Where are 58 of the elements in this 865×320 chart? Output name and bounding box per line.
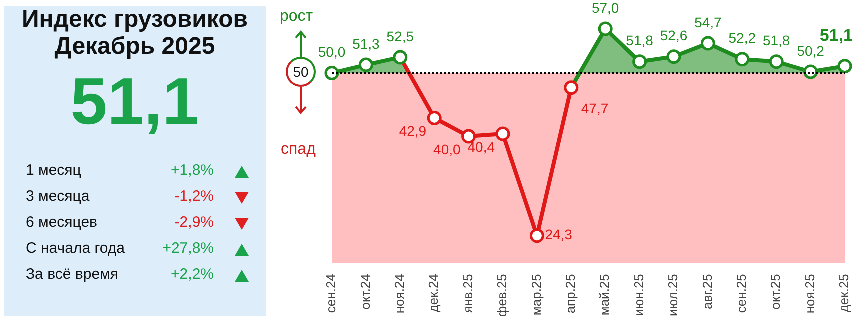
point	[324, 66, 340, 81]
text: -1,2%	[174, 188, 214, 205]
point	[804, 64, 818, 80]
text: +1,8%	[171, 162, 214, 179]
data-label: 42,9	[399, 123, 427, 140]
text: рост	[280, 8, 314, 26]
x-tick-label: фев.25	[494, 274, 510, 317]
x-tick-label: окт.25	[768, 274, 784, 310]
x-tick-label: ноя.25	[802, 274, 818, 314]
data-label: 52,5	[386, 28, 414, 44]
data-label: 54,7	[694, 14, 722, 30]
x-tick-label: апр.25	[562, 274, 578, 314]
point	[598, 22, 613, 36]
x-tick-label: янв.25	[460, 274, 476, 314]
data-label: 51,3	[352, 36, 380, 52]
point	[700, 36, 716, 51]
x-tick-label: май.25	[597, 274, 612, 316]
text: С начала года	[26, 240, 125, 257]
data-label: 51,8	[626, 32, 654, 49]
data-label: 40,0	[434, 141, 462, 158]
data-label: 24,3	[545, 226, 573, 243]
x-tick-label: дек.24	[426, 274, 442, 313]
x-tick-label: июн.25	[631, 274, 646, 316]
data-label: 50,0	[318, 44, 346, 60]
point	[735, 52, 750, 67]
text: Декабрь 2025	[54, 33, 216, 60]
data-label: 51,8	[762, 32, 790, 49]
x-tick-label: сен.24	[324, 274, 339, 314]
point	[769, 54, 784, 70]
text: 3 месяца	[26, 188, 90, 205]
text: 1 месяц	[26, 162, 82, 179]
x-tick-label: июл.25	[666, 274, 681, 316]
point	[838, 59, 852, 74]
data-label: 52,6	[660, 28, 688, 44]
data-label: 50,2	[797, 42, 825, 59]
point	[358, 58, 374, 72]
text: 6 месяцев	[26, 214, 98, 231]
text: -2,9%	[174, 214, 214, 231]
text: За всё время	[26, 266, 118, 283]
data-label: 51,1	[820, 26, 853, 45]
text: Индекс грузовиков	[20, 6, 250, 33]
x-tick-label: мар.25	[528, 274, 544, 316]
point	[632, 54, 648, 70]
text: +27,8%	[162, 240, 214, 257]
x-tick-label: окт.24	[358, 274, 373, 310]
x-tick-label: авг.25	[700, 274, 715, 310]
data-label: 40,4	[468, 138, 496, 155]
data-label: 57,0	[592, 0, 620, 16]
text: 51,1	[70, 64, 200, 138]
x-tick-label: дек.25	[836, 274, 852, 313]
ref-line-label: 50	[286, 57, 316, 87]
data-label: 47,7	[581, 100, 609, 117]
x-tick-label: ноя.24	[392, 274, 407, 314]
point	[666, 50, 682, 64]
text: +2,2%	[171, 266, 214, 283]
text: спад	[281, 141, 316, 159]
data-label: 52,2	[728, 30, 756, 46]
x-tick-label: сен.25	[734, 274, 749, 314]
